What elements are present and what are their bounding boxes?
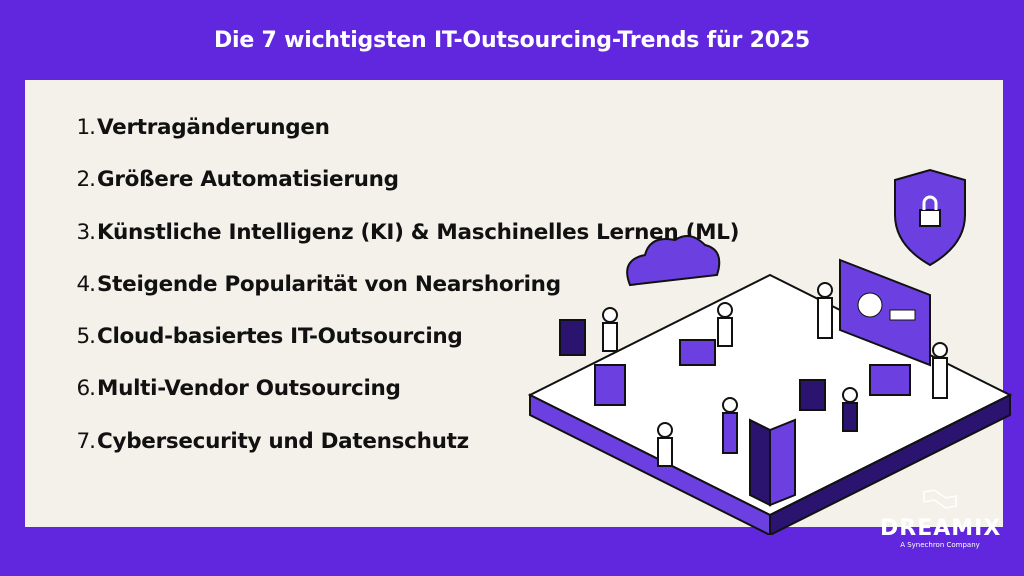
logo-tagline: A Synechron Company (900, 541, 980, 549)
item-label: Steigende Popularität von Nearshoring (97, 271, 561, 297)
page-title: Die 7 wichtigsten IT-Outsourcing-Trends … (213, 28, 811, 53)
item-label: Cloud-basiertes IT-Outsourcing (97, 324, 463, 350)
item-label: Multi-Vendor Outsourcing (97, 376, 401, 402)
trend-list: 1. Vertragänderungen 2. Größere Automatisi… (70, 115, 739, 481)
cloud-icon (626, 235, 721, 287)
item-label: Größere Automatisierung (97, 167, 399, 193)
item-number: 6. (76, 376, 96, 402)
item-label: Vertragänderungen (97, 115, 330, 140)
list-item: 2. Größere Automatisierung (70, 167, 739, 219)
item-number: 2. (76, 167, 96, 193)
people-figures (602, 282, 948, 467)
item-number: 3. (76, 219, 96, 245)
item-label: Cybersecurity und Datenschutz (97, 428, 469, 454)
list-item: 4. Steigende Popularität von Nearshoring (70, 272, 739, 324)
list-item: 7. Cybersecurity und Datenschutz (70, 429, 739, 481)
isometric-office-illustration (527, 168, 1013, 535)
dreamix-logo: DREAMIX A Synechron Company (880, 488, 1000, 549)
list-item: 5. Cloud-basiertes IT-Outsourcing (70, 324, 739, 376)
desk-monitor (559, 319, 911, 411)
platform-side (769, 393, 1011, 535)
item-label: Künstliche Intelligenz (KI) & Maschinell… (97, 219, 740, 245)
list-item: 6. Multi-Vendor Outsourcing (70, 376, 739, 428)
list-item: 3. Künstliche Intelligenz (KI) & Maschine… (70, 220, 739, 272)
list-item: 1. Vertragänderungen (70, 115, 739, 167)
dreamix-logo-mark (923, 489, 957, 509)
server-rack (749, 418, 796, 507)
item-number: 7. (76, 428, 96, 454)
item-number: 5. (76, 324, 96, 350)
item-number: 1. (76, 115, 96, 140)
shield-lock-icon (894, 168, 966, 267)
dashboard-screen (839, 258, 931, 367)
item-number: 4. (76, 271, 96, 297)
platform-side (529, 393, 771, 535)
logo-wordmark: DREAMIX (880, 516, 1002, 541)
